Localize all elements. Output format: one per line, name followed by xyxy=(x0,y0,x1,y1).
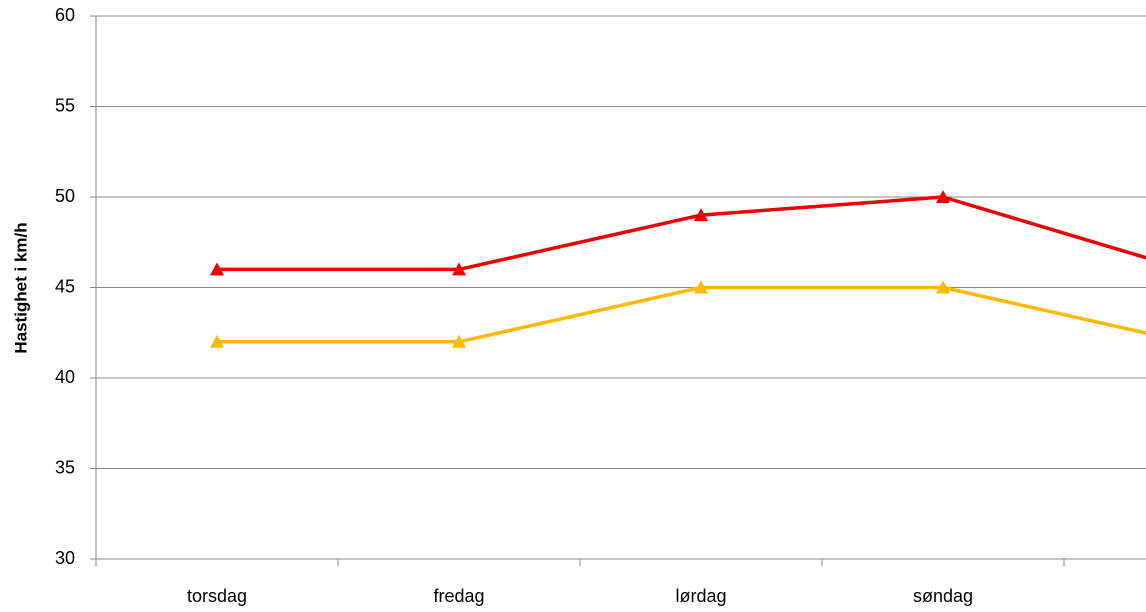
x-tick-label: lørdag xyxy=(675,586,726,606)
series-line xyxy=(217,285,1146,344)
series-line xyxy=(217,195,1146,272)
point-marker xyxy=(936,190,950,203)
y-axis-title: Hastighet i km/h xyxy=(11,222,30,353)
point-marker xyxy=(210,262,224,276)
y-tick-label: 50 xyxy=(55,186,75,206)
y-tick-label: 40 xyxy=(55,367,75,387)
x-tick-label: fredag xyxy=(433,586,484,606)
y-tick-label: 60 xyxy=(55,5,75,25)
y-tick-label: 30 xyxy=(55,548,75,568)
point-marker xyxy=(210,334,224,348)
y-tick-label: 35 xyxy=(55,457,75,477)
point-marker xyxy=(452,334,466,348)
y-tick-label: 55 xyxy=(55,95,75,115)
point-marker xyxy=(452,262,466,276)
point-marker xyxy=(694,208,708,222)
x-tick-label: søndag xyxy=(913,586,973,606)
point-marker xyxy=(936,280,950,294)
y-tick-label: 45 xyxy=(55,276,75,296)
point-marker xyxy=(694,280,708,294)
x-tick-label: torsdag xyxy=(187,586,247,606)
